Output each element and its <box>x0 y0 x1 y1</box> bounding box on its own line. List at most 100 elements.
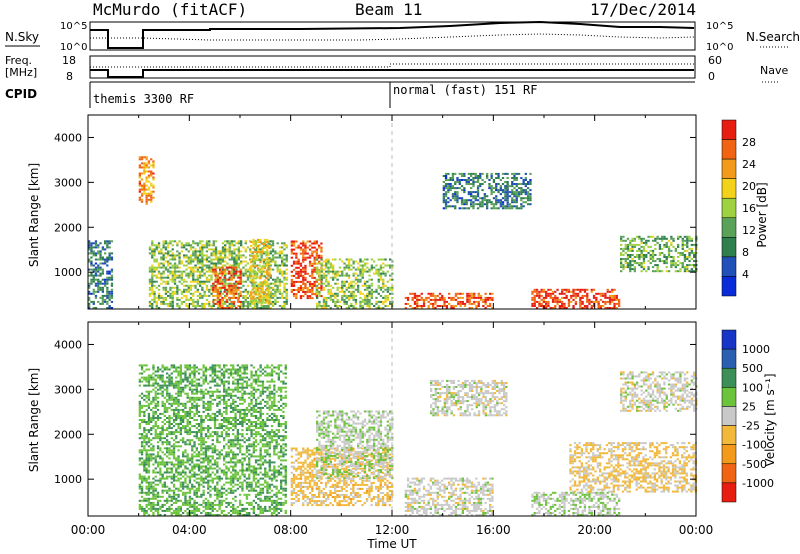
power-echo-cell <box>262 262 266 265</box>
velocity-echo-cell <box>177 457 180 460</box>
velocity-echo-cell <box>211 392 214 395</box>
power-echo-cell <box>196 250 199 253</box>
velocity-echo-cell <box>193 451 196 454</box>
power-echo-cell <box>654 254 657 256</box>
velocity-echo-cell <box>188 463 192 466</box>
velocity-echo-cell <box>188 376 192 379</box>
power-echo-cell <box>389 278 392 281</box>
power-echo-cell <box>504 207 507 210</box>
power-echo-cell <box>176 242 179 245</box>
power-echo-cell <box>219 266 222 269</box>
power-echo-cell <box>263 267 267 270</box>
power-echo-cell <box>219 268 222 271</box>
power-echo-cell <box>145 162 148 165</box>
power-echo-cell <box>164 260 168 263</box>
power-echo-cell <box>189 262 193 265</box>
power-echo-cell <box>256 264 259 267</box>
power-echo-cell <box>205 278 209 281</box>
power-echo-cell <box>329 288 332 291</box>
power-echo-cell <box>173 276 177 279</box>
velocity-echo-cell <box>138 412 141 415</box>
power-ylabel: Slant Range [km] <box>27 163 41 267</box>
power-echo-cell <box>447 205 450 208</box>
velocity-echo-cell <box>161 400 164 403</box>
power-echo-cell <box>153 248 156 251</box>
power-echo-cell <box>472 195 475 198</box>
velocity-echo-cell <box>184 481 187 484</box>
power-echo-cell <box>624 262 627 265</box>
power-echo-cell <box>214 286 217 289</box>
power-echo-cell <box>511 193 514 196</box>
power-echo-cell <box>370 266 373 269</box>
power-echo-cell <box>672 256 675 258</box>
power-echo-cell <box>263 283 267 286</box>
power-echo-cell <box>658 252 662 254</box>
velocity-echo-cell <box>170 499 173 502</box>
power-echo-cell <box>244 280 247 283</box>
power-echo-cell <box>271 248 275 251</box>
velocity-echo-cell <box>159 374 162 377</box>
velocity-echo-cell <box>152 384 155 387</box>
velocity-echo-cell <box>143 475 146 478</box>
velocity-echo-cell <box>202 469 205 472</box>
power-echo-cell <box>658 260 662 263</box>
velocity-echo-cell <box>177 425 180 428</box>
power-echo-cell <box>377 268 380 271</box>
power-echo-cell <box>278 278 282 281</box>
power-echo-cell <box>489 296 492 299</box>
velocity-echo-cell <box>195 388 198 391</box>
power-echo-cell <box>106 282 109 285</box>
power-echo-cell <box>167 250 170 253</box>
power-echo-cell <box>281 274 284 277</box>
power-echo-cell <box>350 302 353 305</box>
power-echo-cell <box>94 296 98 299</box>
power-echo-cell <box>92 307 95 309</box>
power-echo-cell <box>196 244 199 247</box>
velocity-echo-cell <box>172 425 176 428</box>
velocity-echo-cell <box>182 439 185 442</box>
velocity-echo-cell <box>168 457 171 460</box>
power-echo-cell <box>90 260 93 263</box>
power-echo-cell <box>295 260 298 263</box>
power-echo-cell <box>542 298 545 301</box>
power-echo-cell <box>153 254 156 257</box>
power-echo-cell <box>558 298 561 301</box>
power-echo-cell <box>470 201 473 204</box>
power-echo-cell <box>474 172 477 175</box>
velocity-echo-cell <box>138 408 141 411</box>
power-echo-cell <box>148 270 152 273</box>
power-echo-cell <box>178 266 181 269</box>
velocity-echo-cell <box>207 368 210 371</box>
power-echo-cell <box>522 189 525 192</box>
velocity-echo-cell <box>168 493 171 496</box>
power-echo-cell <box>160 248 163 251</box>
velocity-echo-cell <box>175 400 178 403</box>
power-echo-cell <box>271 302 275 305</box>
power-echo-cell <box>618 298 621 301</box>
power-echo-cell <box>212 240 215 243</box>
power-echo-cell <box>256 274 259 277</box>
power-echo-cell <box>629 256 632 258</box>
power-echo-cell <box>406 302 410 305</box>
power-echo-cell <box>148 292 152 295</box>
power-echo-cell <box>216 292 219 295</box>
power-echo-cell <box>645 239 648 242</box>
power-echo-cell <box>189 284 193 287</box>
velocity-echo-cell <box>200 376 203 379</box>
power-echo-cell <box>90 282 93 285</box>
power-echo-cell <box>375 264 378 267</box>
power-echo-cell <box>529 195 532 198</box>
velocity-echo-cell <box>209 447 212 450</box>
power-echo-cell <box>693 256 696 258</box>
power-echo-cell <box>413 294 417 297</box>
power-echo-cell <box>447 185 450 188</box>
power-echo-cell <box>479 298 483 301</box>
velocity-echo-cell <box>159 481 162 484</box>
power-echo-cell <box>205 246 209 249</box>
power-echo-cell <box>240 256 243 259</box>
velocity-echo-cell <box>179 489 182 492</box>
power-echo-cell <box>250 299 253 302</box>
velocity-echo-cell <box>193 455 196 458</box>
power-echo-cell <box>302 280 305 283</box>
power-echo-cell <box>470 292 474 295</box>
